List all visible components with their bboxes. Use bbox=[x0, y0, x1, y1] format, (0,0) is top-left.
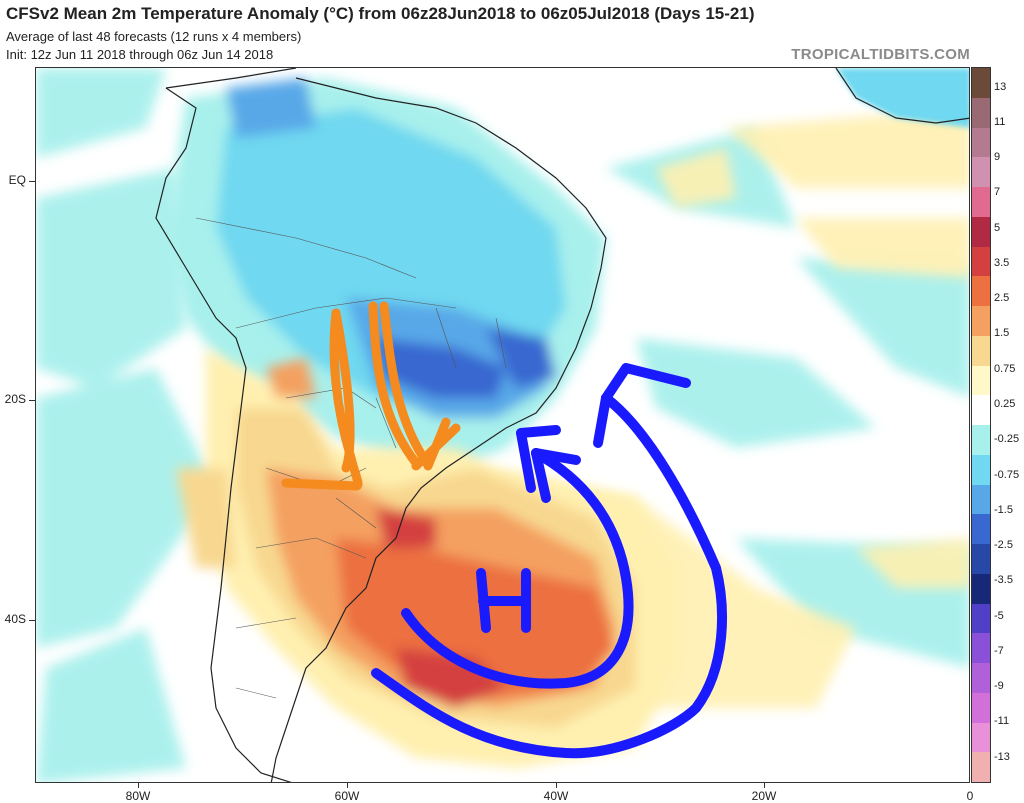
colorbar-swatch bbox=[972, 692, 990, 723]
colorbar-label: 7 bbox=[994, 186, 1001, 199]
colorbar-label: -9 bbox=[994, 680, 1004, 693]
colorbar-swatch bbox=[972, 276, 990, 306]
colorbar-swatch bbox=[972, 484, 990, 515]
chart-subtitle: Average of last 48 forecasts (12 runs x … bbox=[6, 29, 302, 44]
colorbar-swatch bbox=[972, 573, 990, 604]
colorbar-label: 11 bbox=[994, 115, 1006, 128]
lat-label-20s: 20S bbox=[4, 392, 26, 406]
colorbar-label: -0.25 bbox=[994, 433, 1020, 446]
colorbar-swatch bbox=[972, 216, 990, 247]
colorbar-label: 0.25 bbox=[994, 397, 1016, 410]
lon-label-0: 0 bbox=[966, 789, 974, 803]
colorbar-swatch bbox=[972, 603, 990, 634]
colorbar-swatch bbox=[972, 97, 990, 128]
colorbar-swatch bbox=[972, 544, 990, 574]
colorbar-label: -2.5 bbox=[994, 539, 1013, 552]
colorbar-swatch bbox=[972, 246, 990, 277]
colorbar-label: 5 bbox=[994, 221, 1001, 234]
colorbar-label: 1.5 bbox=[994, 327, 1010, 340]
init-info: Init: 12z Jun 11 2018 through 06z Jun 14… bbox=[6, 47, 274, 62]
colorbar-swatch bbox=[972, 514, 990, 544]
lon-label-20w: 20W bbox=[751, 789, 777, 803]
colorbar-swatch bbox=[972, 365, 990, 396]
colorbar-label: -7 bbox=[994, 644, 1004, 657]
colorbar-swatch bbox=[972, 68, 990, 98]
colorbar-swatch bbox=[972, 633, 990, 663]
colorbar-swatch bbox=[972, 454, 990, 485]
colorbar-swatch bbox=[972, 127, 990, 158]
colorbar-label: -0.75 bbox=[994, 468, 1020, 481]
anomaly-map bbox=[35, 67, 970, 783]
colorbar-swatch bbox=[972, 722, 990, 753]
chart-title: CFSv2 Mean 2m Temperature Anomaly (°C) f… bbox=[6, 4, 755, 23]
colorbar-label: -3.5 bbox=[994, 574, 1013, 587]
colorbar-swatch bbox=[972, 395, 990, 425]
lon-tick bbox=[347, 783, 348, 788]
colorbar-swatch bbox=[972, 425, 990, 455]
colorbar-label: 3.5 bbox=[994, 256, 1010, 269]
colorbar-swatch bbox=[972, 187, 990, 217]
colorbar-label: 0.75 bbox=[994, 362, 1016, 375]
colorbar-label: 13 bbox=[994, 80, 1007, 93]
colorbar-label: -13 bbox=[994, 750, 1010, 763]
brand-watermark: TROPICALTIDBITS.COM bbox=[791, 46, 970, 63]
colorbar-label: 2.5 bbox=[994, 292, 1010, 305]
lat-tick bbox=[29, 400, 35, 401]
colorbar-label: -1.5 bbox=[994, 503, 1013, 516]
anomaly-field bbox=[36, 68, 969, 782]
colorbar-swatch bbox=[972, 752, 990, 782]
colorbar-label: -5 bbox=[994, 609, 1004, 622]
colorbar-label: -11 bbox=[994, 715, 1010, 728]
colorbar bbox=[971, 67, 991, 783]
lat-tick bbox=[29, 181, 35, 182]
colorbar-swatch bbox=[972, 663, 990, 693]
lat-tick bbox=[29, 620, 35, 621]
colorbar-swatch bbox=[972, 157, 990, 187]
lon-tick bbox=[764, 783, 765, 788]
lon-tick bbox=[556, 783, 557, 788]
lon-label-60w: 60W bbox=[334, 789, 360, 803]
colorbar-label: 9 bbox=[994, 151, 1001, 164]
colorbar-swatch bbox=[972, 335, 990, 366]
lon-label-80w: 80W bbox=[125, 789, 151, 803]
lat-label-40s: 40S bbox=[4, 612, 26, 626]
colorbar-swatch bbox=[972, 306, 990, 336]
lon-tick bbox=[138, 783, 139, 788]
lat-label-eq: EQ bbox=[8, 173, 26, 187]
lon-label-40w: 40W bbox=[543, 789, 569, 803]
